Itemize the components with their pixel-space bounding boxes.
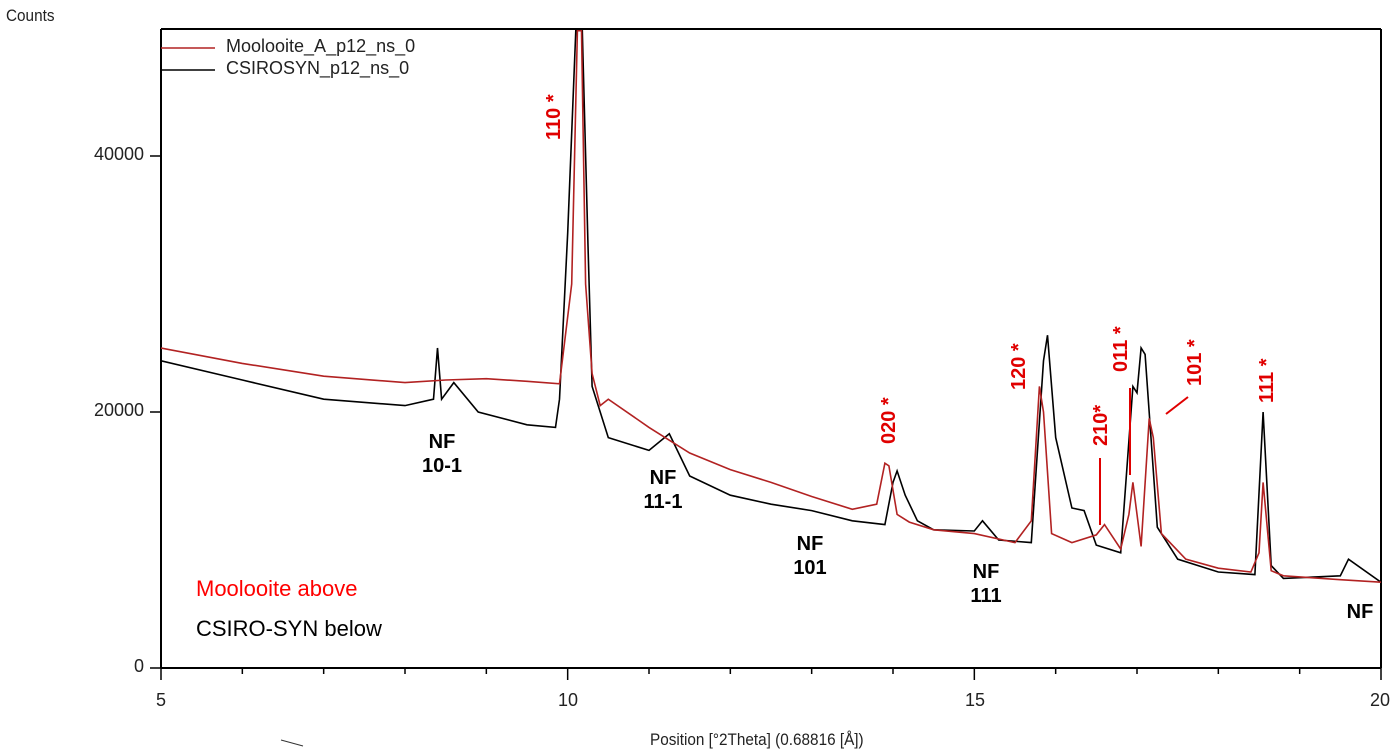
hkl-label-101: 101 * [1184,339,1206,386]
nf-text: NF [1346,601,1374,623]
note-moolooite-above: Moolooite above [196,576,358,601]
x-tick-20: 20 [1369,690,1391,710]
stray-mark [280,739,304,747]
nf-text: NF [649,467,677,489]
nf-text: NF [972,561,1000,583]
y-tick-40000: 40000 [93,144,144,164]
nf-hkl: 111 [970,585,1002,607]
y-tick-0: 0 [133,656,144,676]
nf-text: NF [796,533,824,555]
series-moolooite [161,30,1381,583]
plot-frame [160,28,1382,669]
nf-text: NF [428,431,456,453]
nf-label-111: NF 111 [956,560,1016,608]
legend-swatches [161,47,215,71]
series-csirosyn [161,30,1381,583]
hkl-label-020: 020 * [878,397,900,444]
nf-label-101: NF 101 [780,532,840,580]
note-csiro-below: CSIRO-SYN below [196,616,382,641]
hkl-label-011: 011 * [1110,326,1132,372]
x-tick-10: 10 [557,690,579,710]
nf-label-10-1: NF 10-1 [412,430,472,478]
legend-moolooite: Moolooite_A_p12_ns_0 [226,36,416,56]
y-axis-title: Counts [6,6,55,25]
x-tick-15: 15 [964,690,986,710]
nf-label-end: NF [1330,600,1390,624]
x-axis-ticks [160,668,1382,680]
x-tick-5: 5 [155,690,166,710]
nf-hkl: 10-1 [421,455,463,477]
hkl-label-210: 210* [1090,404,1112,446]
hkl-leader-lines [1099,388,1189,525]
nf-label-11-1: NF 11-1 [633,466,693,514]
x-axis-title: Position [°2Theta] (0.68816 [Å]) [650,730,864,749]
hkl-label-110: 110 * [543,94,565,140]
y-tick-20000: 20000 [93,400,144,420]
hkl-label-111: 111 * [1256,358,1278,403]
y-axis-ticks [150,155,161,669]
nf-hkl: 11-1 [643,491,683,513]
nf-hkl: 101 [793,557,827,579]
hkl-label-120: 120 * [1008,343,1030,390]
legend-csirosyn: CSIROSYN_p12_ns_0 [226,58,410,78]
